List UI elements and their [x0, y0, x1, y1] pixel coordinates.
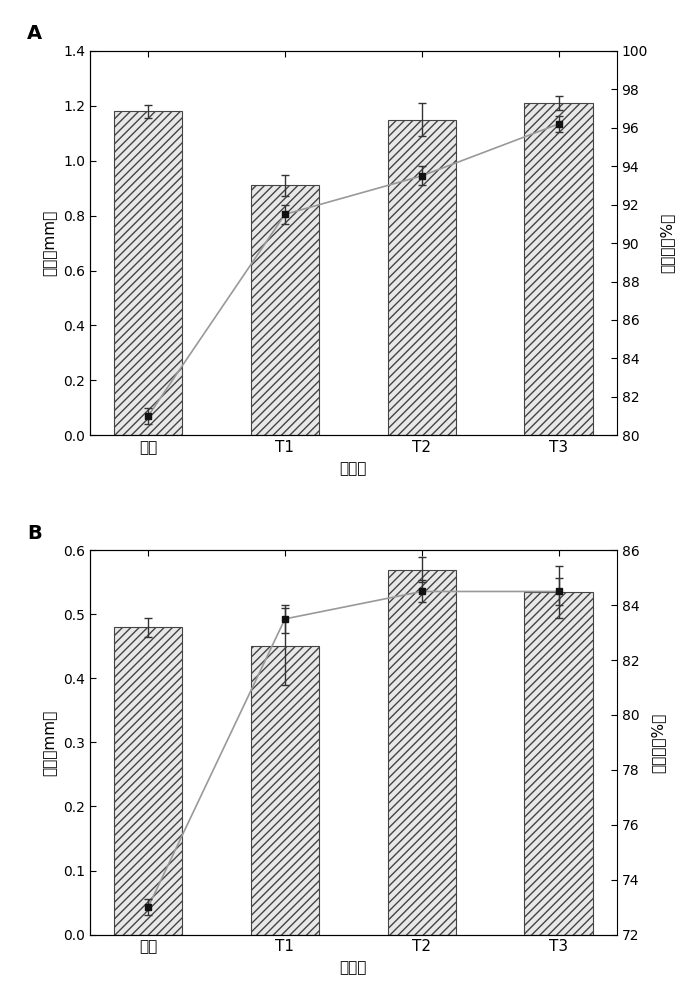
X-axis label: 处理组: 处理组: [340, 461, 367, 476]
X-axis label: 处理组: 处理组: [340, 960, 367, 975]
Bar: [524, 592, 593, 935]
Bar: [251, 646, 319, 935]
Text: B: B: [27, 524, 41, 543]
Bar: [114, 111, 182, 435]
Bar: [387, 120, 456, 435]
Y-axis label: 粒径（mm）: 粒径（mm）: [43, 210, 57, 276]
Bar: [114, 627, 182, 935]
Y-axis label: 包埋率（%）: 包埋率（%）: [659, 213, 674, 273]
Bar: [387, 570, 456, 935]
Text: A: A: [27, 24, 42, 43]
Bar: [251, 185, 319, 435]
Y-axis label: 粒径（mm）: 粒径（mm）: [43, 709, 57, 776]
Y-axis label: 包埋率（%）: 包埋率（%）: [650, 712, 665, 773]
Bar: [524, 103, 593, 435]
